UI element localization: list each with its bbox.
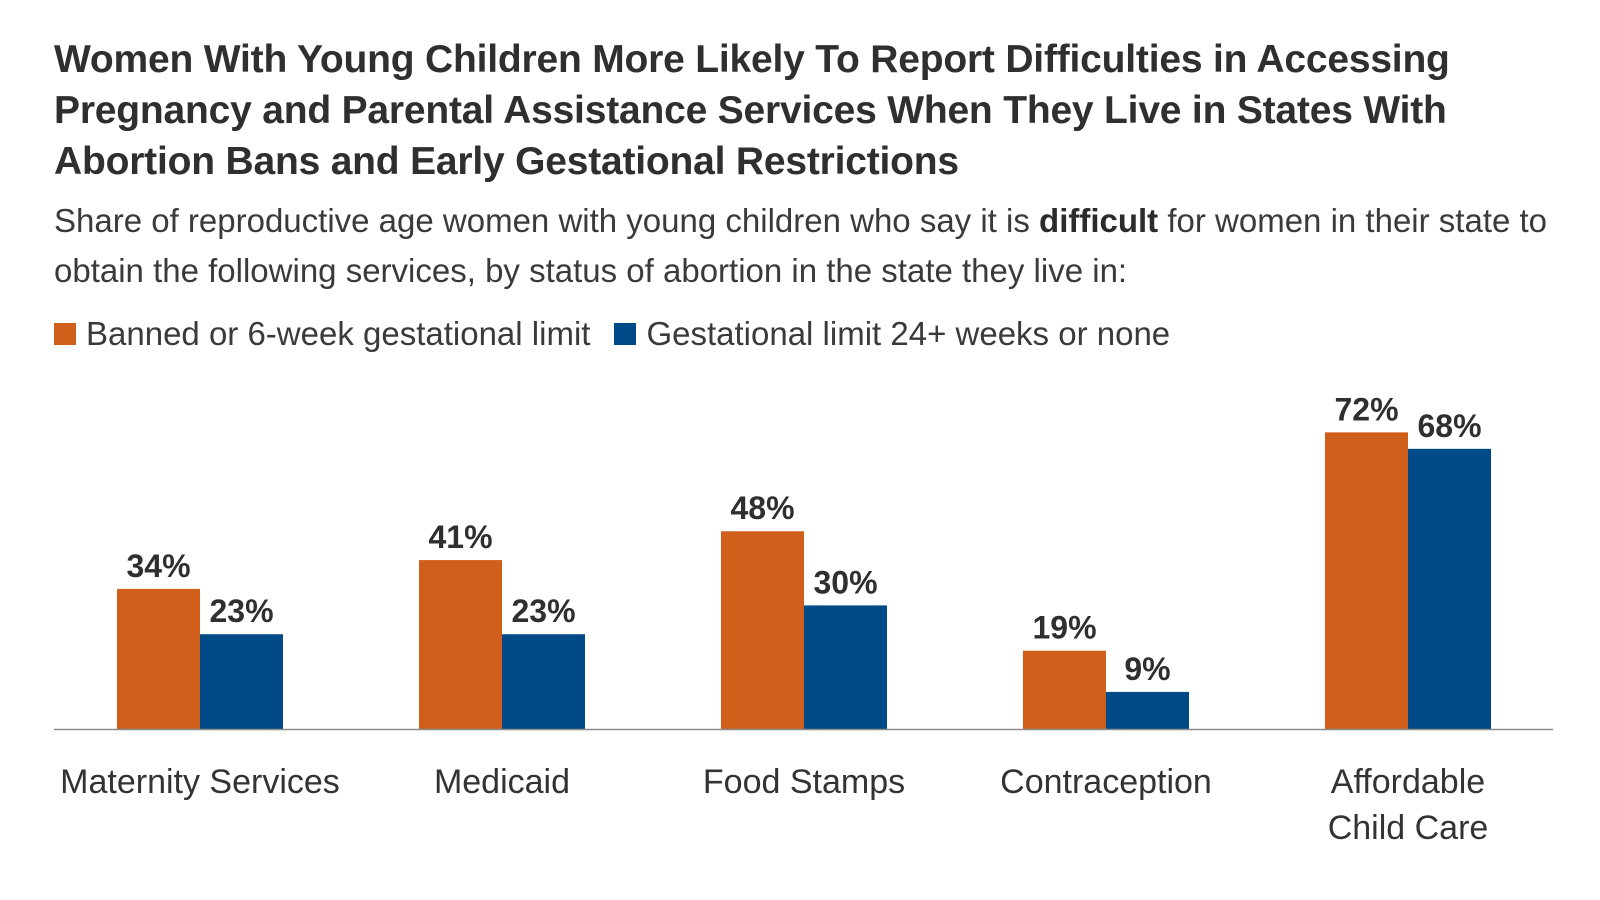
bar-banned-0 (117, 588, 200, 729)
bar-banned-1 (419, 560, 502, 729)
chart-subtitle: Share of reproductive age women with you… (54, 196, 1554, 296)
category-label-line: Food Stamps (703, 763, 905, 801)
data-label-banned-2: 48% (730, 490, 794, 526)
legend-swatch-banned (54, 323, 76, 345)
data-label-banned-0: 34% (126, 548, 190, 584)
subtitle-text-bold: difficult (1039, 202, 1159, 239)
data-label-limit-0: 23% (209, 593, 273, 629)
category-label-line: Affordable (1331, 763, 1485, 801)
bar-limit-4 (1408, 448, 1491, 729)
data-label-banned-4: 72% (1334, 391, 1398, 427)
bar-limit-2 (804, 605, 887, 729)
data-label-limit-2: 30% (813, 564, 877, 600)
bar-limit-0 (200, 634, 283, 729)
data-label-banned-1: 41% (428, 519, 492, 555)
data-label-limit-3: 9% (1124, 651, 1170, 687)
bar-banned-4 (1325, 432, 1408, 729)
chart-legend: Banned or 6-week gestational limit Gesta… (54, 312, 1194, 356)
category-label-line: Maternity Services (60, 763, 340, 801)
category-label-3: Contraception (1000, 763, 1212, 801)
category-label-1: Medicaid (434, 763, 570, 801)
category-label-line: Child Care (1328, 809, 1489, 847)
bar-limit-3 (1106, 691, 1189, 729)
category-label-line: Medicaid (434, 763, 570, 801)
data-label-limit-4: 68% (1417, 408, 1481, 444)
bar-limit-1 (502, 634, 585, 729)
legend-label-banned: Banned or 6-week gestational limit (86, 315, 591, 352)
bar-banned-3 (1023, 650, 1106, 729)
legend-label-limit: Gestational limit 24+ weeks or none (646, 315, 1171, 352)
legend-item-limit: Gestational limit 24+ weeks or none (614, 315, 1170, 353)
category-label-0: Maternity Services (60, 763, 340, 801)
chart-title: Women With Young Children More Likely To… (54, 38, 1450, 183)
category-label-line: Contraception (1000, 763, 1212, 801)
data-label-banned-3: 19% (1032, 610, 1096, 646)
legend-swatch-limit (614, 323, 637, 345)
legend-item-banned: Banned or 6-week gestational limit (54, 315, 590, 353)
subtitle-text-before: Share of reproductive age women with you… (54, 202, 1040, 239)
data-label-limit-1: 23% (511, 593, 575, 629)
bar-banned-2 (721, 531, 804, 729)
subtitle-text-after: for women in their state to obtain the f… (54, 202, 1548, 289)
category-label-4: Affordable Child Care (1328, 763, 1489, 847)
category-label-2: Food Stamps (703, 763, 905, 801)
